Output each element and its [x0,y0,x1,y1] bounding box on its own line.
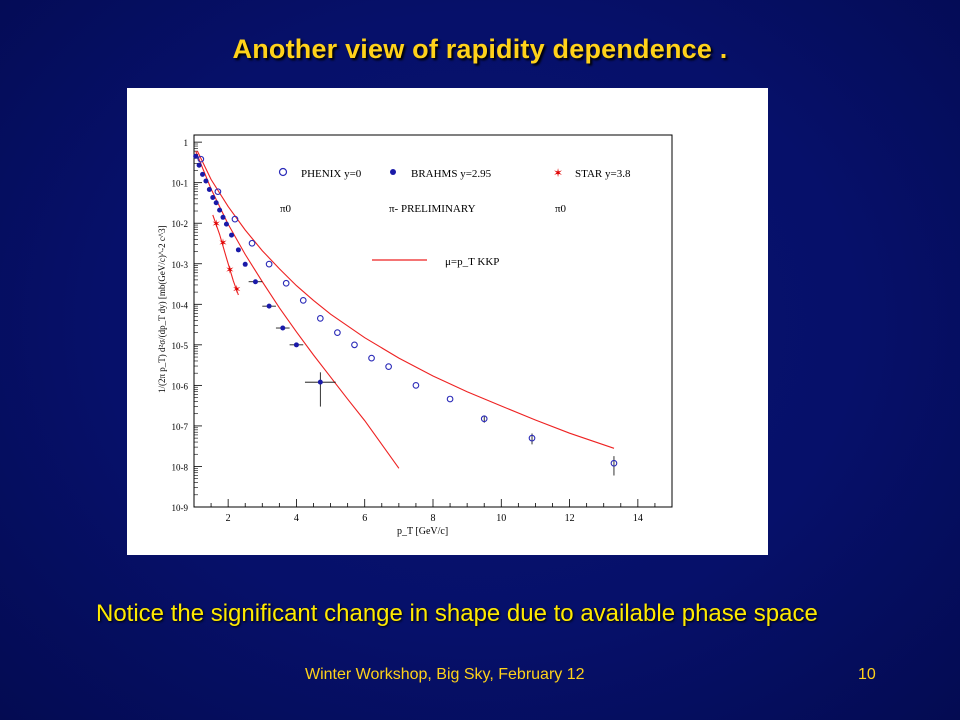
x-tick-label: 4 [294,513,299,524]
phenix-point [351,341,358,349]
brahms-point [252,279,258,285]
legend-phenix-marker [278,167,288,177]
phenix-point [528,434,536,442]
y-tick-label: 10-1 [172,179,189,189]
phenix-point [412,382,420,389]
legend-star-label: STAR y=3.8 [575,168,631,180]
y-tick-label: 10-3 [172,260,189,270]
phenix-point [214,188,222,196]
brahms-point [229,232,235,238]
phenix-point [446,395,454,403]
brahms-point [193,153,199,159]
brahms-point [266,303,272,309]
legend-brahms-particle: π- PRELIMINARY [389,203,476,215]
phenix-point [248,239,256,247]
y-tick-label: 10-8 [172,462,189,472]
brahms-point [217,207,223,213]
brahms-point [220,214,226,220]
y-tick-label: 10-6 [172,381,189,391]
legend-brahms-label: BRAHMS y=2.95 [411,168,492,180]
phenix-point [610,459,618,467]
x-tick-label: 10 [496,513,506,524]
brahms-point [242,261,248,267]
y-tick-label: 10-2 [172,219,189,229]
legend-phenix-particle: π0 [280,203,292,215]
phenix-point [282,279,290,287]
page-number: 10 [858,666,876,683]
y-tick-label: 1 [184,138,189,148]
phenix-point [480,415,488,423]
x-tick-label: 14 [633,513,643,524]
brahms-point [200,171,206,177]
phenix-point [231,215,239,223]
y-tick-label: 10-5 [172,341,189,351]
brahms-point [223,221,229,227]
spectrum-plot: 2 4 6 8 10 12 14 1 10-1 10-2 10-3 10-4 10-5 10-6 10-7 1… [157,134,673,537]
x-tick-label: 6 [362,513,367,524]
phenix-point [334,329,341,336]
brahms-point [235,247,241,253]
brahms-point [206,186,212,192]
star-point: ✶ [218,237,227,250]
x-axis-label: p_T [GeV/c] [397,526,448,537]
caption-text: Notice the significant change in shape d… [96,600,818,627]
brahms-point [210,195,216,201]
slide-title: Another view of rapidity dependence . [232,34,728,64]
brahms-point [213,200,219,206]
legend-star-marker: ✶ [553,166,563,180]
brahms-point [293,342,299,348]
y-tick-label: 10-7 [172,422,189,432]
star-point: ✶ [225,264,234,277]
legend-curve-label: μ=p_T KKP [445,256,499,268]
phenix-point [197,155,205,163]
phenix-point [299,297,307,304]
phenix-point [265,260,273,268]
x-tick-label: 8 [431,513,436,524]
star-point: ✶ [212,218,221,231]
phenix-point [368,354,375,362]
x-tick-label: 12 [565,513,575,524]
star-point: ✶ [232,283,241,296]
brahms-point [196,162,202,168]
legend-brahms-marker [390,169,396,175]
kkp-curve-0 [196,150,615,449]
x-tick-label: 2 [226,513,231,524]
plot-frame: 2 4 6 8 10 12 14 1 10-1 10-2 10-3 10-4 10-5 10-6 10-7 1… [127,88,768,555]
legend-star-particle: π0 [555,203,567,215]
brahms-point [280,325,286,331]
phenix-point [385,363,392,370]
brahms-point [203,178,209,184]
phenix-point [316,315,324,322]
kkp-curve-1 [195,150,400,469]
kkp-curve-2 [212,214,239,296]
y-tick-label: 10-4 [172,300,189,310]
legend-phenix-label: PHENIX y=0 [301,168,362,180]
brahms-point [317,379,323,385]
footer-text: Winter Workshop, Big Sky, February 12 [305,666,585,683]
plot-axes-box [193,134,673,508]
y-axis-label: 1/(2π p_T) d²σ/(dp_T dy) [mb(GeV/c)^-2 c… [157,225,167,393]
y-tick-label: 10-9 [172,503,189,513]
